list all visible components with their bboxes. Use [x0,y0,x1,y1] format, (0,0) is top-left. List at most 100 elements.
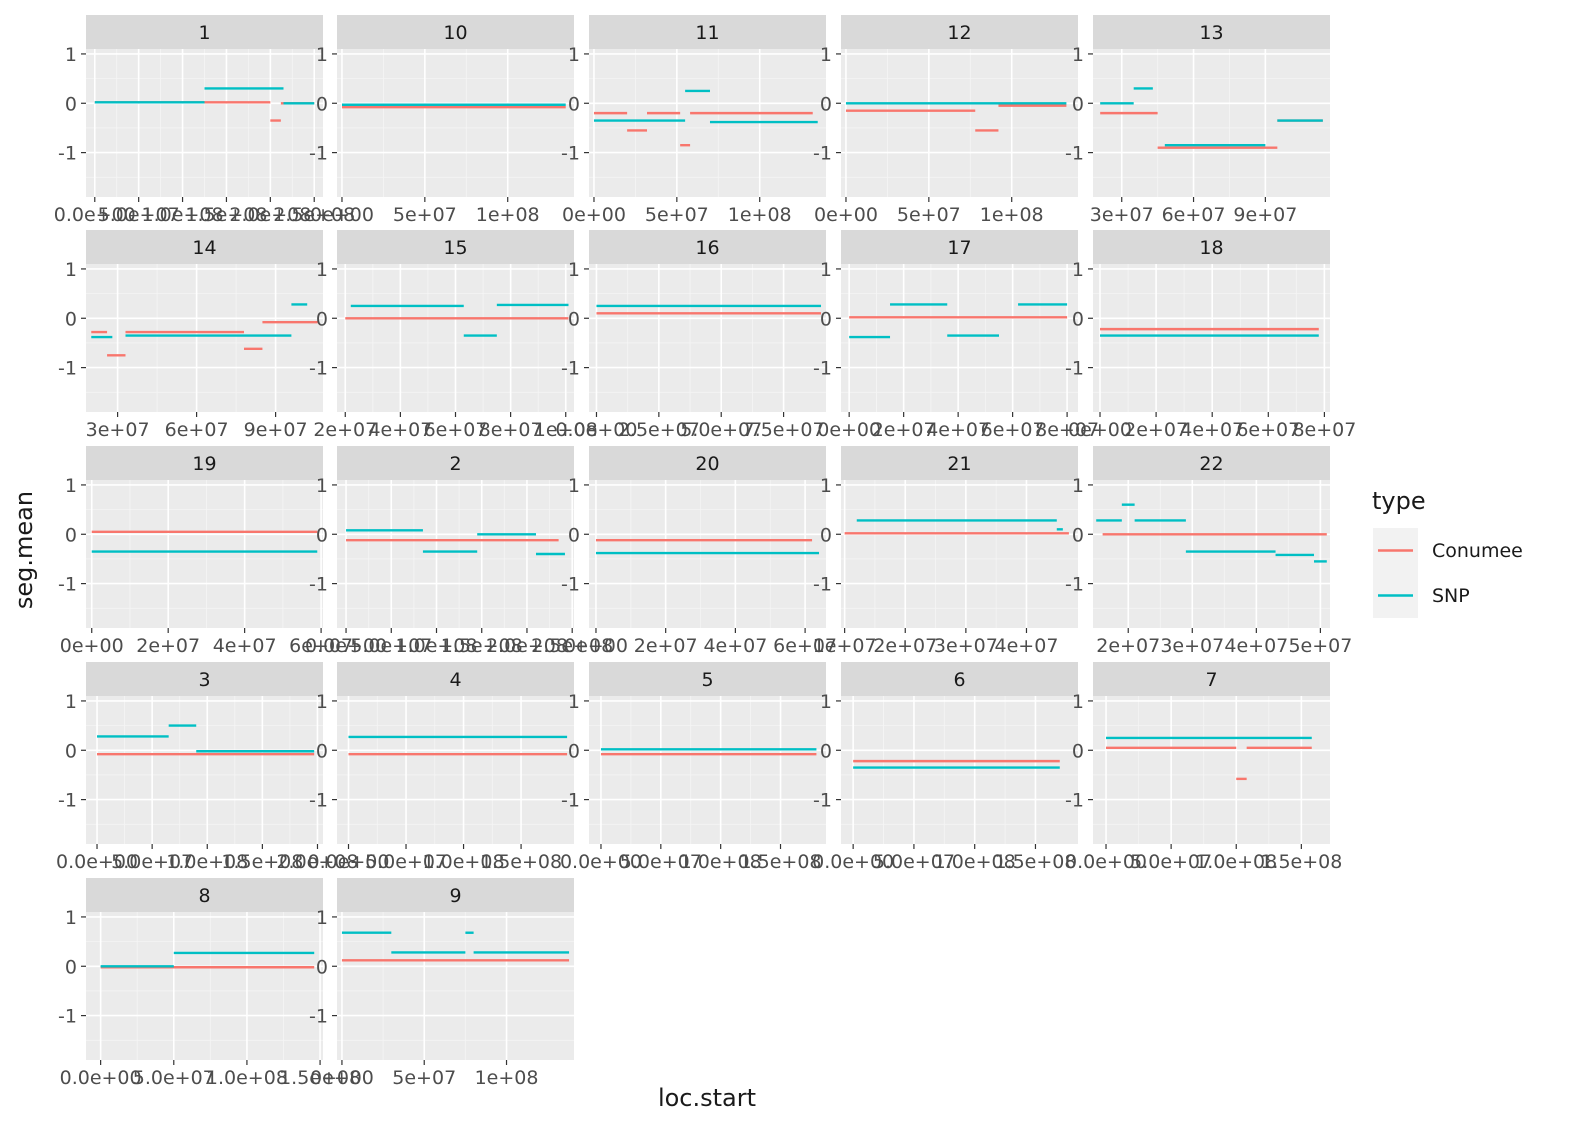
x-tick-label: 1.5e+08 [441,635,523,657]
strip-label: 17 [947,237,971,259]
strip-label: 10 [443,22,467,44]
x-tick-label: 2.0e+08 [276,851,358,873]
strip-background [86,662,323,696]
minor-gridlines [589,696,826,844]
y-tick-label: -1 [58,1006,77,1028]
y-tick-label: -1 [309,574,328,596]
x-tick-label: 1.5e+08 [279,1067,361,1089]
y-tick-label: 1 [820,259,832,281]
minor-gridlines [337,912,574,1060]
minor-gridlines [1093,696,1330,844]
series-snp [341,931,570,954]
y-tick-label: 1 [568,259,580,281]
series-snp [1096,503,1327,563]
strip-background [86,446,323,480]
major-gridlines [86,696,323,844]
x-tick-label: 2.5e+07 [618,419,700,441]
x-tick-label: 6e+07 [289,635,353,657]
x-tick-label: 7.5e+07 [743,419,825,441]
x-tick-label: 1e+08 [980,204,1044,226]
y-tick-label: 0 [820,524,832,546]
panel-background [589,696,826,844]
y-tick-label: 1 [316,475,328,497]
x-tick-label: 1.5e+08 [221,851,303,873]
y-tick-label: -1 [813,358,832,380]
panel-background [841,49,1078,197]
minor-gridlines [86,912,323,1060]
x-tick-label: 1.0e+08 [142,204,224,226]
x-tick-label: 0.0e+00 [56,851,138,873]
y-tick-label: 1 [316,259,328,281]
strip-background [337,230,574,264]
y-tick-label: 1 [316,907,328,929]
x-tick-label: 0.0e+00 [555,419,637,441]
y-tick-label: 1 [316,44,328,66]
facet-panel-5: 5 1 0 -1 0.0e+005.0e+071.0e+081.5e+08 [560,662,826,873]
series-conumee [845,104,1067,132]
x-tick-label: 6e+07 [165,419,229,441]
strip-background [86,230,323,264]
strip-background [589,662,826,696]
strip-background [1093,662,1330,696]
x-tick-label: 4e+07 [1180,419,1244,441]
strip-background [841,15,1078,49]
series-snp [100,951,315,968]
x-tick-label: 0e+00 [1068,419,1132,441]
series-snp [94,87,315,105]
x-tick-label: 4e+07 [213,635,277,657]
x-tick-label: 5.0e+07 [133,1067,215,1089]
x-tick-label: 5.0e+07 [350,635,432,657]
x-tick-label: 0.0e+00 [54,204,136,226]
strip-label: 3 [198,669,210,691]
y-tick-label: -1 [58,358,77,380]
facet-panel-1: 1 1 0 -1 0.0e+005.0e+071.0e+081.5e+082.0e+08… [54,15,355,226]
x-tick-label: 2e+07 [634,635,698,657]
facet-panel-19: 19 1 0 -1 0e+00 2e+07 4e+07 6e+07 [58,446,353,657]
strip-background [1093,15,1330,49]
x-tick-label: 4e+07 [368,419,432,441]
minor-gridlines [841,696,1078,844]
legend-label: SNP [1432,585,1470,607]
x-tick-label: 1.5e+08 [994,851,1076,873]
y-tick-label: 0 [820,740,832,762]
facet-panel-16: 16 1 0 -1 0.0e+002.5e+075.0e+077.5e+07 [555,230,826,441]
strip-label: 4 [449,669,461,691]
facet-panel-9: 9 1 0 -1 0e+00 5e+07 1e+08 [309,878,574,1089]
minor-gridlines [86,696,323,844]
facet-panel-7: 7 1 0 -1 0.0e+005.0e+071.0e+081.5e+08 [1065,662,1342,873]
x-tick-label: 6e+07 [981,419,1045,441]
strip-label: 22 [1199,453,1223,475]
y-tick-label: -1 [1065,358,1084,380]
y-tick-label: -1 [58,574,77,596]
facet-panel-2: 2 1 0 -1 0.0e+005.0e+071.0e+081.5e+082.0e+08… [305,446,613,657]
x-tick-label: 1.0e+08 [395,635,477,657]
x-tick-label: 5e+07 [645,204,709,226]
x-tick-label: 2e+07 [1124,419,1188,441]
legend-item-snp: SNP [1373,573,1470,618]
x-tick-label: 8e+07 [1035,419,1099,441]
y-tick-label: -1 [309,143,328,165]
x-tick-label: 5.0e+07 [620,851,702,873]
x-tick-label: 4e+07 [926,419,990,441]
series-snp [91,303,308,339]
y-tick-label: 1 [820,475,832,497]
y-tick-label: 1 [568,475,580,497]
minor-gridlines [337,696,574,844]
y-tick-label: 0 [316,93,328,115]
y-tick-label: 0 [568,524,580,546]
series-snp [1100,87,1323,147]
minor-gridlines [841,480,1078,628]
strip-label: 11 [695,22,719,44]
y-tick-label: -1 [561,358,580,380]
x-tick-label: 4e+07 [1224,635,1288,657]
strip-background [589,446,826,480]
y-tick-label: -1 [1065,143,1084,165]
x-tick-label: 5e+07 [392,1067,456,1089]
strip-label: 5 [701,669,713,691]
minor-gridlines [1093,480,1330,628]
y-tick-label: 1 [65,44,77,66]
major-gridlines [337,912,574,1060]
